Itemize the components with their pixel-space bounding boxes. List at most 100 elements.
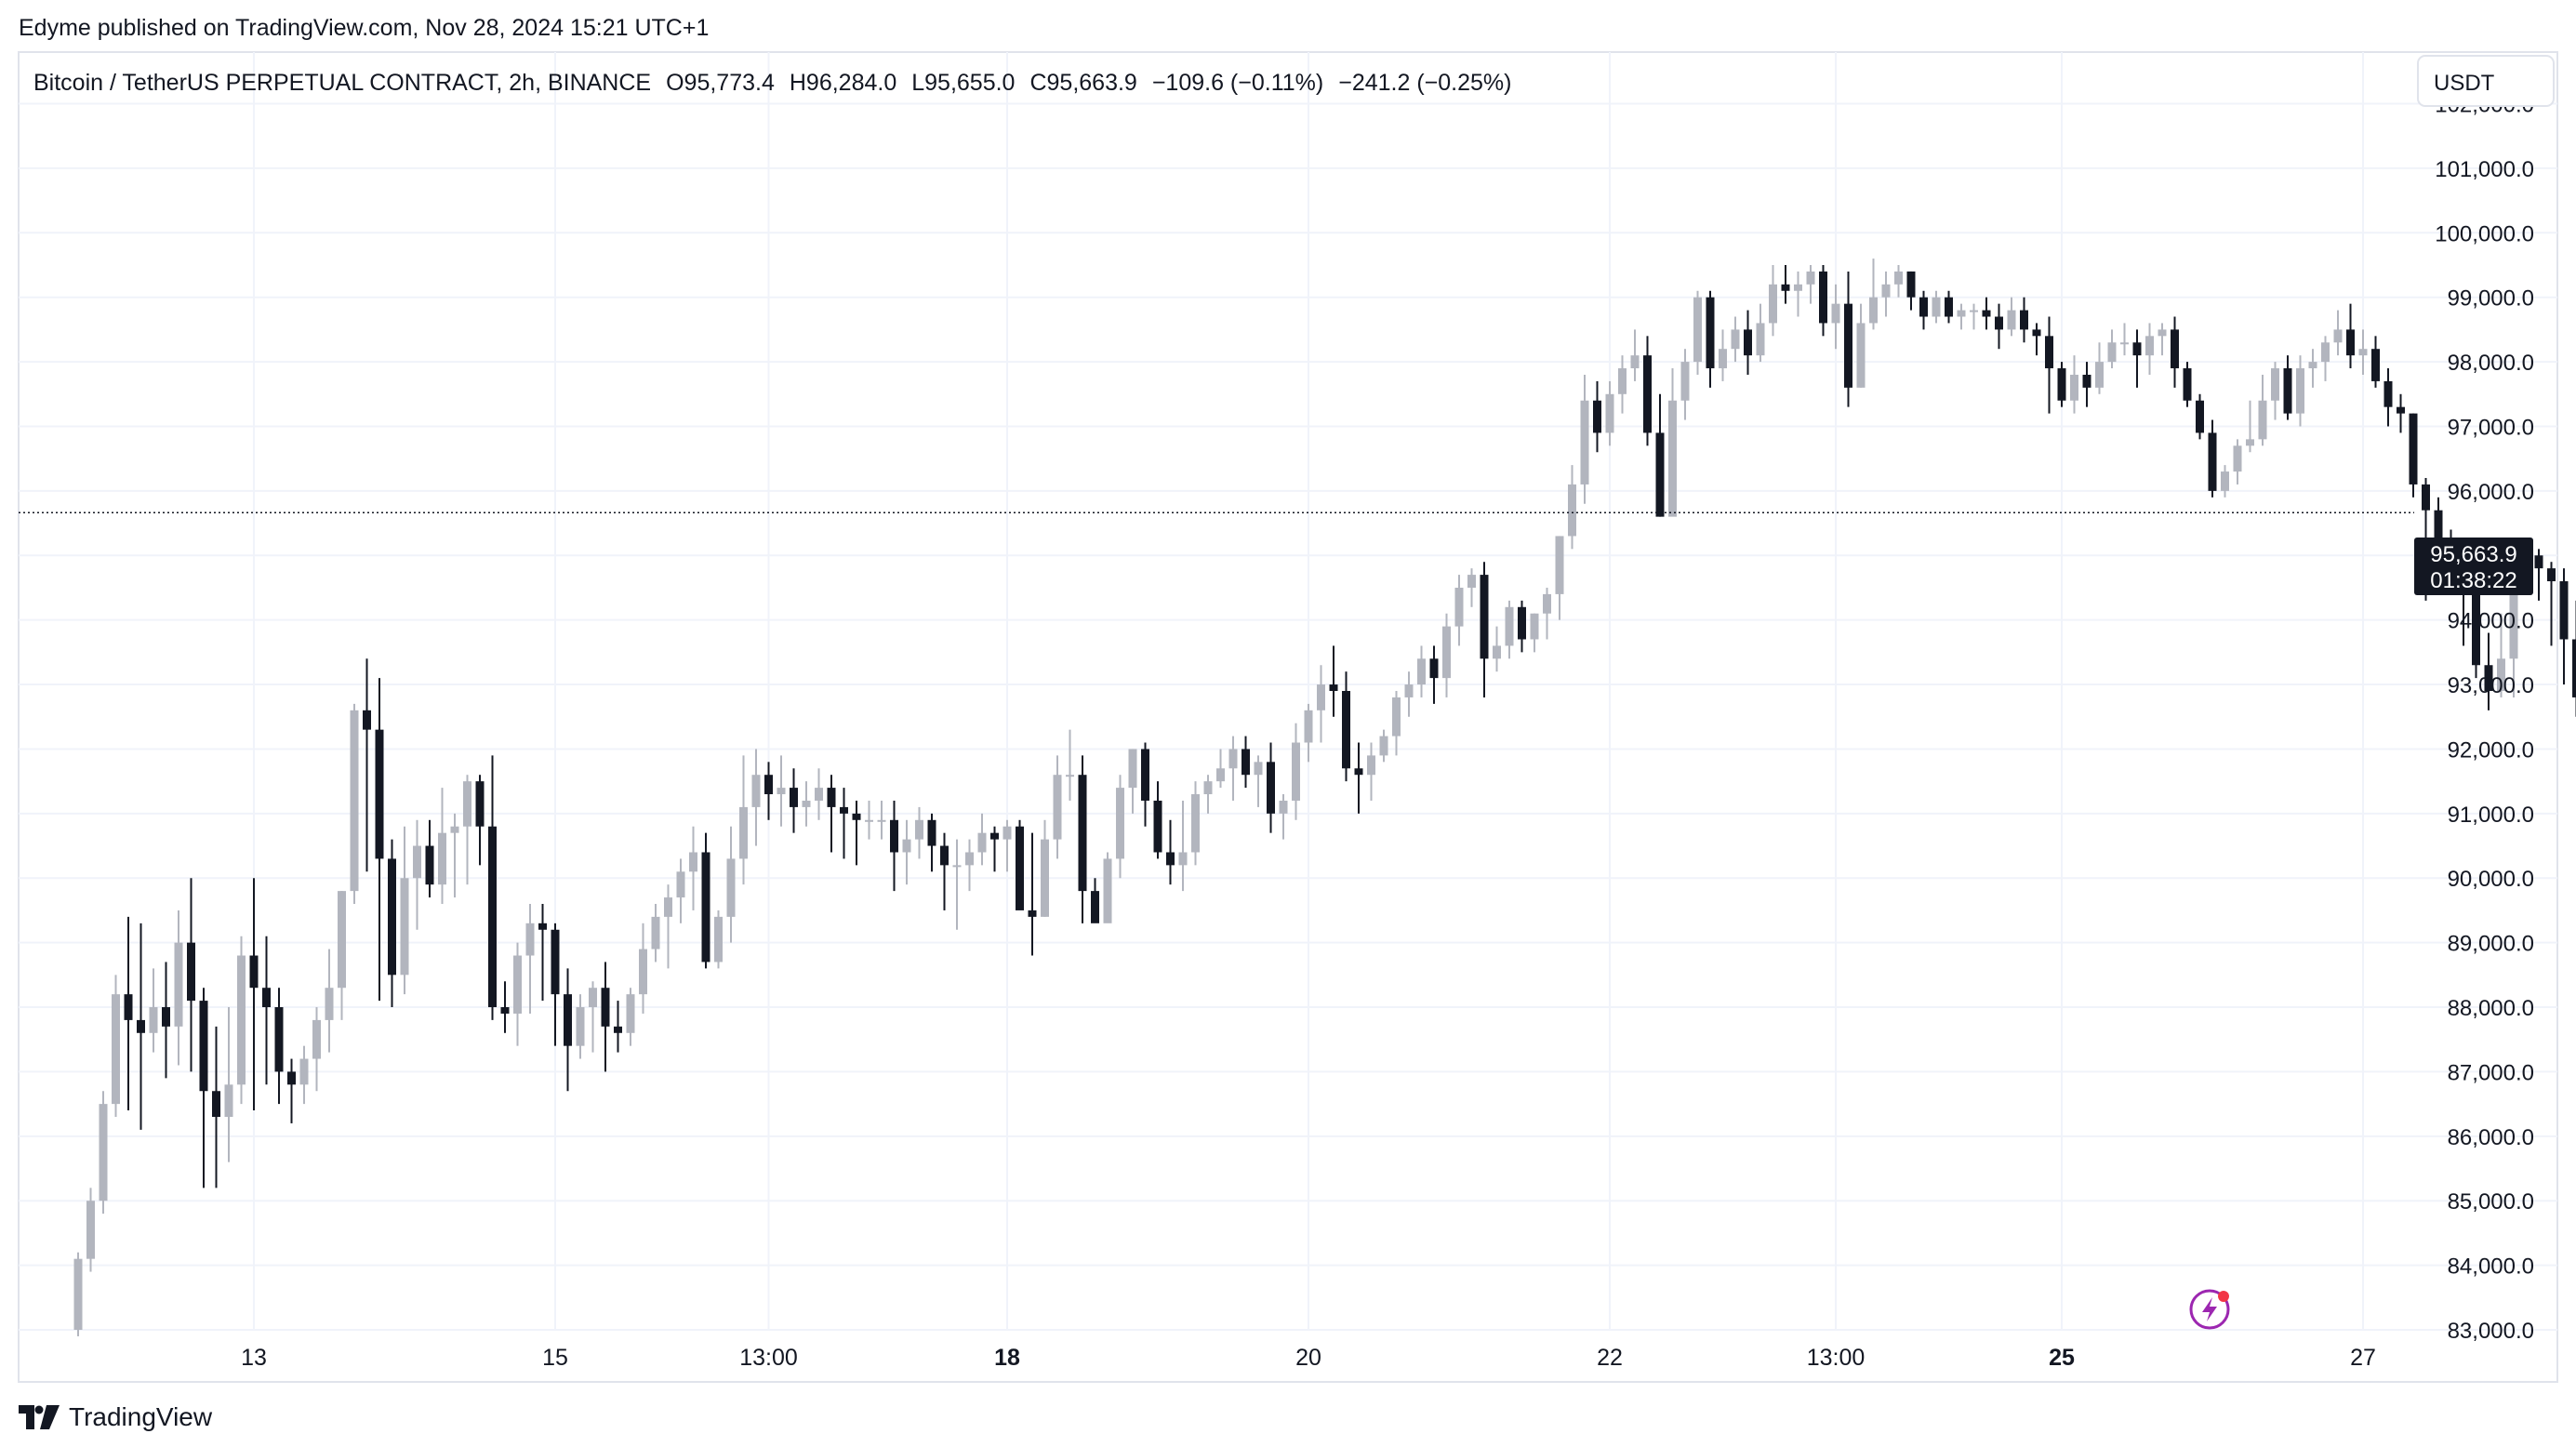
candle[interactable] (1530, 613, 1539, 653)
candle[interactable] (2183, 362, 2192, 407)
candle[interactable] (1116, 775, 1124, 879)
candle[interactable] (350, 703, 359, 904)
candle[interactable] (262, 936, 271, 1085)
candle[interactable] (1467, 568, 1476, 607)
candle[interactable] (1053, 755, 1062, 859)
candle[interactable] (1454, 575, 1464, 646)
candle[interactable] (1016, 819, 1024, 910)
candle[interactable] (2007, 297, 2016, 337)
candle[interactable] (2534, 549, 2543, 601)
candle[interactable] (952, 839, 962, 930)
candle[interactable] (1982, 297, 1991, 330)
candle[interactable] (589, 981, 597, 1053)
candle[interactable] (525, 904, 535, 1014)
candle[interactable] (1329, 645, 1338, 717)
candle[interactable] (463, 775, 471, 885)
candle[interactable] (124, 916, 133, 1111)
candle[interactable] (1906, 271, 1916, 311)
candle[interactable] (299, 1045, 309, 1105)
candles[interactable] (73, 259, 2576, 1336)
candle[interactable] (902, 819, 911, 885)
candle[interactable] (2221, 465, 2229, 498)
candle[interactable] (1242, 736, 1250, 789)
candle[interactable] (2032, 323, 2041, 356)
candle[interactable] (2409, 413, 2418, 498)
candle[interactable] (1643, 336, 1652, 446)
candle[interactable] (676, 858, 685, 923)
footer-brand[interactable]: TradingView (69, 1402, 213, 1431)
candle[interactable] (1103, 852, 1112, 923)
candle[interactable] (751, 749, 761, 846)
candle[interactable] (162, 962, 170, 1079)
candle[interactable] (2346, 303, 2355, 369)
candle[interactable] (388, 839, 396, 1008)
candle[interactable] (1153, 781, 1162, 859)
candle[interactable] (877, 800, 886, 840)
candle[interactable] (564, 968, 572, 1092)
candle[interactable] (1706, 290, 1715, 388)
candle[interactable] (2120, 323, 2129, 356)
candle[interactable] (1091, 878, 1099, 923)
candle[interactable] (1957, 303, 1966, 330)
candle[interactable] (1655, 393, 1665, 517)
candle[interactable] (2383, 368, 2393, 427)
candle[interactable] (1543, 587, 1551, 640)
candle[interactable] (237, 936, 246, 1105)
candle[interactable] (2196, 393, 2204, 440)
candle[interactable] (2145, 323, 2154, 375)
candle[interactable] (1041, 819, 1049, 917)
candle[interactable] (915, 806, 923, 859)
candle[interactable] (1719, 329, 1727, 381)
candle[interactable] (413, 819, 421, 930)
candle[interactable] (2246, 400, 2254, 453)
candle[interactable] (325, 949, 334, 1053)
candle[interactable] (1342, 671, 1350, 782)
candle[interactable] (400, 826, 409, 995)
candle[interactable] (2321, 336, 2330, 381)
candle[interactable] (1831, 284, 1840, 350)
candle[interactable] (689, 826, 697, 910)
candle[interactable] (2057, 362, 2066, 407)
candle[interactable] (475, 775, 485, 866)
candle[interactable] (790, 768, 798, 833)
candle[interactable] (1630, 329, 1640, 381)
candle[interactable] (1995, 303, 2003, 350)
candle[interactable] (1756, 303, 1765, 363)
candle[interactable] (312, 1007, 321, 1092)
candle[interactable] (1216, 749, 1225, 789)
candle[interactable] (764, 762, 773, 820)
candle[interactable] (2082, 362, 2091, 407)
candle[interactable] (840, 788, 848, 859)
candle[interactable] (1894, 265, 1903, 298)
candle[interactable] (274, 988, 284, 1105)
candle[interactable] (1203, 775, 1213, 814)
candle[interactable] (601, 962, 610, 1072)
candle[interactable] (865, 800, 873, 840)
candle[interactable] (1744, 310, 1752, 375)
candle[interactable] (174, 909, 183, 1066)
candle[interactable] (2020, 297, 2028, 343)
candle[interactable] (777, 755, 786, 827)
candle[interactable] (1178, 800, 1188, 892)
candle[interactable] (1580, 374, 1589, 504)
candle[interactable] (1593, 380, 1601, 453)
candle[interactable] (2333, 310, 2343, 356)
candle[interactable] (99, 1091, 108, 1215)
candle[interactable] (2045, 316, 2053, 414)
candle[interactable] (701, 832, 710, 969)
candle[interactable] (450, 813, 459, 898)
candle[interactable] (513, 942, 522, 1046)
candle[interactable] (73, 1252, 83, 1336)
currency-button[interactable]: USDT (2417, 55, 2555, 107)
candle[interactable] (2358, 329, 2368, 375)
candle[interactable] (1919, 290, 1928, 330)
candle[interactable] (739, 755, 748, 885)
candle[interactable] (425, 819, 434, 898)
candle[interactable] (2171, 316, 2179, 388)
candle[interactable] (224, 1007, 233, 1162)
candle[interactable] (576, 994, 585, 1059)
candle[interactable] (2158, 323, 2167, 356)
candle[interactable] (1493, 626, 1501, 672)
candle[interactable] (1680, 349, 1690, 420)
